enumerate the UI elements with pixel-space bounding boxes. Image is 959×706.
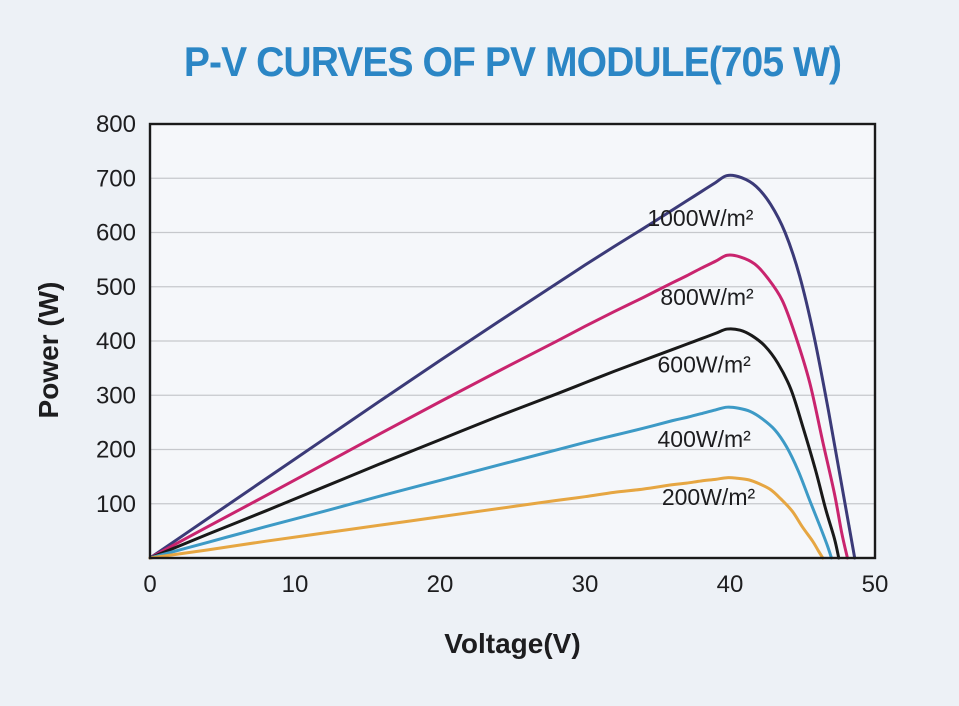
x-tick-label-10: 10 <box>282 571 309 598</box>
curve-200W/m2 <box>148 476 825 560</box>
curve-800W/m2 <box>148 253 849 560</box>
y-tick-label-300: 300 <box>96 382 136 409</box>
x-tick-label-20: 20 <box>427 571 454 598</box>
curve-label-800W/m2: 800W/m² <box>660 284 754 310</box>
chart-title: P-V CURVES OF PV MODULE(705 W) <box>183 38 842 85</box>
y-tick-label-200: 200 <box>96 437 136 464</box>
curve-400W/m2 <box>148 405 833 560</box>
y-tick-label-600: 600 <box>96 220 136 247</box>
x-tick-label-50: 50 <box>862 571 889 598</box>
y-tick-label-700: 700 <box>96 165 136 192</box>
curve-label-600W/m2: 600W/m² <box>658 351 752 377</box>
y-tick-label-400: 400 <box>96 328 136 355</box>
y-tick-label-800: 800 <box>96 111 136 138</box>
curve-1000W/m2 <box>148 173 857 560</box>
y-tick-label-100: 100 <box>96 491 136 518</box>
curve-label-1000W/m2: 1000W/m² <box>647 205 753 231</box>
plot-border <box>148 122 877 560</box>
curve-600W/m2 <box>148 327 841 560</box>
x-axis-title: Voltage(V) <box>444 628 581 659</box>
x-tick-label-0: 0 <box>143 571 156 598</box>
x-tick-label-40: 40 <box>717 571 744 598</box>
y-tick-label-500: 500 <box>96 274 136 301</box>
curve-label-200W/m2: 200W/m² <box>662 484 756 510</box>
y-axis-title: Power (W) <box>33 281 64 419</box>
curve-label-400W/m2: 400W/m² <box>658 426 752 452</box>
x-tick-label-30: 30 <box>572 571 599 598</box>
